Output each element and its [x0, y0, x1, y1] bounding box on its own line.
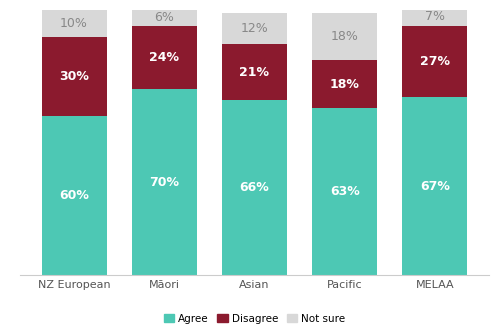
Text: 21%: 21%: [240, 66, 269, 79]
Text: 63%: 63%: [330, 185, 360, 198]
Bar: [402, 26, 468, 97]
Text: 70%: 70%: [149, 176, 179, 189]
Text: 10%: 10%: [60, 17, 88, 30]
Text: 67%: 67%: [420, 180, 450, 193]
Legend: Agree, Disagree, Not sure: Agree, Disagree, Not sure: [160, 310, 349, 328]
Bar: [41, 116, 107, 275]
Text: 60%: 60%: [59, 189, 89, 202]
Bar: [132, 89, 197, 275]
Bar: [41, 37, 107, 116]
Bar: [222, 45, 287, 100]
Bar: [222, 13, 287, 45]
Text: 30%: 30%: [59, 70, 89, 83]
Bar: [312, 60, 377, 108]
Text: 66%: 66%: [240, 181, 269, 194]
Bar: [132, 10, 197, 26]
Bar: [312, 13, 377, 60]
Bar: [132, 26, 197, 89]
Bar: [312, 108, 377, 275]
Bar: [41, 10, 107, 37]
Text: 6%: 6%: [154, 11, 174, 24]
Text: 12%: 12%: [241, 22, 268, 35]
Text: 18%: 18%: [331, 30, 359, 43]
Text: 18%: 18%: [330, 78, 360, 91]
Text: 27%: 27%: [420, 55, 450, 68]
Bar: [402, 7, 468, 26]
Text: 24%: 24%: [149, 51, 179, 64]
Bar: [402, 97, 468, 275]
Bar: [222, 100, 287, 275]
Text: 7%: 7%: [425, 10, 445, 23]
